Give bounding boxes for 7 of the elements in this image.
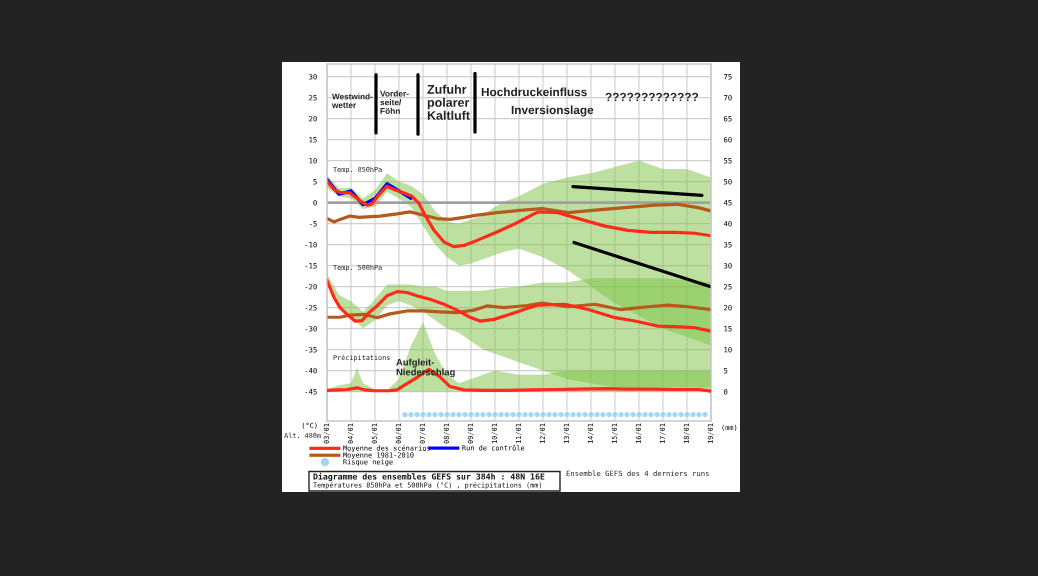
annotation: ?????????????	[605, 92, 699, 102]
annotation: Westwind- wetter	[331, 93, 373, 108]
annotation: Hochdruckeinfluss	[481, 87, 587, 97]
annotation: Vorder- seite/ Föhn	[380, 90, 409, 114]
annotation: Zufuhr polarer Kaltluft	[427, 84, 470, 120]
text: Diagramme des ensembles GEFS sur 384h : 48N 16E	[313, 472, 545, 482]
annotation: Inversionslage	[511, 105, 594, 117]
